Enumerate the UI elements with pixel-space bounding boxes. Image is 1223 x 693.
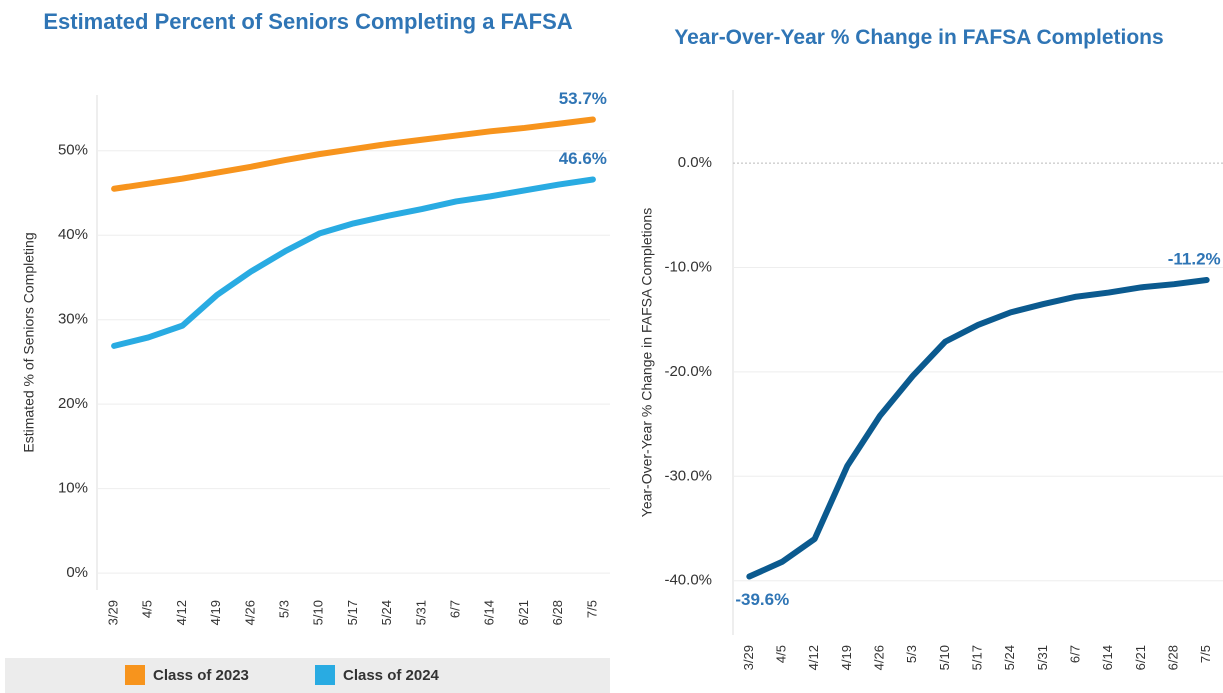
y-tick-label: -10.0% bbox=[664, 258, 712, 275]
x-tick-label: 4/19 bbox=[839, 645, 854, 670]
legend-label: Class of 2023 bbox=[153, 667, 249, 684]
x-tick-label: 7/5 bbox=[1198, 645, 1213, 663]
legend-swatch bbox=[315, 665, 335, 685]
x-tick-label: 4/19 bbox=[208, 600, 223, 625]
y-axis-title: Year-Over-Year % Change in FAFSA Complet… bbox=[639, 208, 655, 517]
legend-label: Class of 2024 bbox=[343, 667, 440, 684]
x-tick-label: 5/31 bbox=[1035, 645, 1050, 670]
x-tick-label: 5/24 bbox=[1002, 645, 1017, 670]
x-tick-label: 4/26 bbox=[871, 645, 886, 670]
y-tick-label: 10% bbox=[58, 480, 88, 497]
x-tick-label: 5/31 bbox=[413, 600, 428, 625]
legend-swatch bbox=[125, 665, 145, 685]
y-tick-label: 20% bbox=[58, 395, 88, 412]
x-tick-label: 4/5 bbox=[773, 645, 788, 663]
line-series bbox=[111, 176, 596, 349]
chart-title: Year-Over-Year % Change in FAFSA Complet… bbox=[674, 26, 1164, 49]
value-label: -39.6% bbox=[735, 590, 789, 609]
x-tick-label: 6/21 bbox=[1133, 645, 1148, 670]
x-tick-label: 6/28 bbox=[550, 600, 565, 625]
x-tick-label: 6/28 bbox=[1165, 645, 1180, 670]
value-label: -11.2% bbox=[1168, 250, 1221, 269]
x-tick-label: 5/17 bbox=[345, 600, 360, 625]
chart-title: Estimated Percent of Seniors Completing … bbox=[43, 9, 573, 34]
x-tick-label: 5/10 bbox=[937, 645, 952, 670]
x-tick-label: 6/21 bbox=[516, 600, 531, 625]
y-tick-label: -30.0% bbox=[664, 467, 712, 484]
x-tick-label: 5/3 bbox=[277, 600, 292, 618]
x-tick-label: 4/5 bbox=[140, 600, 155, 618]
y-tick-label: -40.0% bbox=[664, 572, 712, 589]
x-tick-label: 4/12 bbox=[174, 600, 189, 625]
x-tick-label: 5/24 bbox=[379, 600, 394, 625]
y-tick-label: 40% bbox=[58, 226, 88, 243]
legend-bar bbox=[5, 658, 610, 693]
y-tick-label: 0% bbox=[66, 564, 88, 581]
x-tick-label: 6/7 bbox=[448, 600, 463, 618]
line-series bbox=[111, 116, 596, 192]
value-label: 53.7% bbox=[559, 89, 607, 108]
value-label: 46.6% bbox=[559, 149, 607, 168]
x-tick-label: 5/10 bbox=[311, 600, 326, 625]
x-tick-label: 4/12 bbox=[806, 645, 821, 670]
x-tick-label: 3/29 bbox=[106, 600, 121, 625]
x-tick-label: 5/17 bbox=[969, 645, 984, 670]
y-tick-label: -20.0% bbox=[664, 363, 712, 380]
x-tick-label: 6/14 bbox=[1100, 645, 1115, 670]
y-axis-title: Estimated % of Seniors Completing bbox=[21, 232, 37, 452]
x-tick-label: 6/14 bbox=[482, 600, 497, 625]
x-tick-label: 6/7 bbox=[1067, 645, 1082, 663]
y-tick-label: 0.0% bbox=[678, 154, 712, 171]
y-tick-label: 30% bbox=[58, 311, 88, 328]
x-tick-label: 3/29 bbox=[741, 645, 756, 670]
y-tick-label: 50% bbox=[58, 142, 88, 159]
x-tick-label: 4/26 bbox=[242, 600, 257, 625]
x-tick-label: 5/3 bbox=[904, 645, 919, 663]
line-series bbox=[746, 277, 1210, 580]
x-tick-label: 7/5 bbox=[584, 600, 599, 618]
